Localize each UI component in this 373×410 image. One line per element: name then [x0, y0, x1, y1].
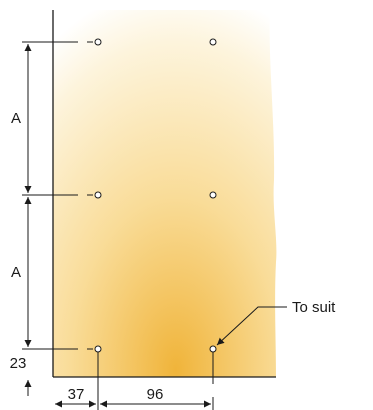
cabinet-side-panel: [53, 10, 277, 377]
label-to-suit: To suit: [292, 299, 336, 316]
label-dim-37: 37: [68, 386, 85, 403]
label-dim-96: 96: [147, 386, 164, 403]
hole-rear-middle: [209, 191, 217, 199]
hole-front-top: [94, 38, 102, 46]
hole-rear-bottom: [209, 345, 217, 353]
label-a-upper: A: [11, 110, 21, 127]
hole-front-bottom: [94, 345, 102, 353]
hole-rear-top: [209, 38, 217, 46]
label-a-lower: A: [11, 264, 21, 281]
label-dim-23: 23: [10, 355, 27, 372]
to-suit-leader: [216, 306, 287, 346]
hole-front-middle: [94, 191, 102, 199]
